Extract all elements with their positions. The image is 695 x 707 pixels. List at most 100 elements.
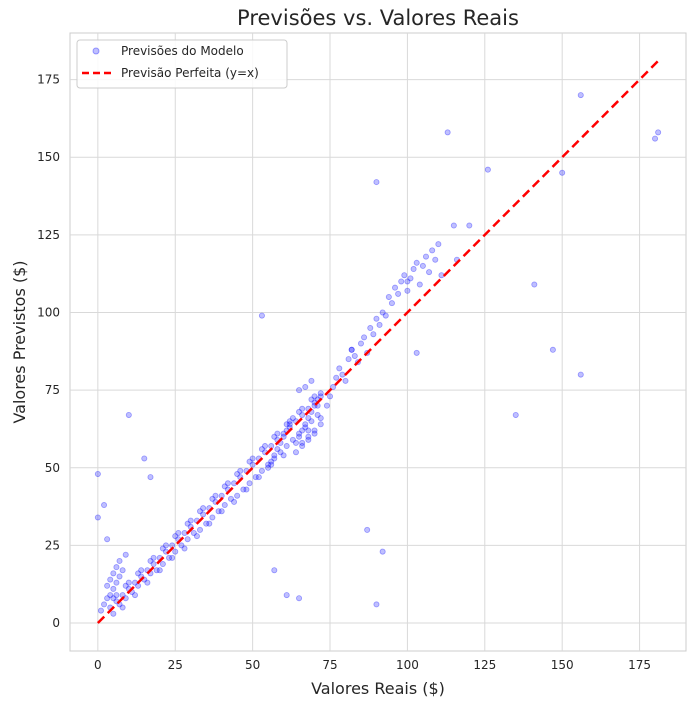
x-tick-label: 100	[396, 658, 419, 672]
scatter-point	[286, 418, 293, 425]
scatter-point	[150, 554, 157, 561]
tick-labels: 0 25 50 75 100 125 150 175 0 25 50 75 100 125 150 175	[37, 73, 651, 672]
scatter-point	[116, 573, 123, 580]
scatter-point	[113, 579, 120, 586]
scatter-point	[577, 371, 584, 378]
scatter-point	[125, 579, 132, 586]
scatter-point	[258, 312, 265, 319]
y-tick-label: 150	[37, 150, 60, 164]
scatter-point	[135, 570, 142, 577]
scatter-point	[234, 492, 241, 499]
scatter-point	[317, 415, 324, 422]
scatter-point	[215, 508, 222, 515]
scatter-point	[197, 526, 204, 533]
scatter-point	[231, 498, 238, 505]
scatter-point	[132, 592, 139, 599]
scatter-point	[246, 480, 253, 487]
legend-label-perfect-line: Previsão Perfeita (y=x)	[121, 66, 259, 80]
scatter-point	[268, 461, 275, 468]
scatter-point	[159, 545, 166, 552]
scatter-point	[283, 443, 290, 450]
scatter-point	[302, 384, 309, 391]
scatter-point	[119, 604, 126, 611]
scatter-point	[450, 222, 457, 229]
scatter-point	[311, 393, 318, 400]
scatter-point	[265, 464, 272, 471]
y-tick-label: 125	[37, 228, 60, 242]
scatter-point	[317, 421, 324, 428]
scatter-point	[187, 517, 194, 524]
scatter-point	[209, 495, 216, 502]
scatter-point	[104, 595, 111, 602]
scatter-point	[435, 241, 442, 248]
scatter-point	[407, 275, 414, 282]
y-tick-label: 50	[45, 461, 60, 475]
scatter-point	[299, 405, 306, 412]
x-tick-label: 125	[473, 658, 496, 672]
scatter-point	[388, 300, 395, 307]
scatter-point	[122, 551, 129, 558]
scatter-point	[94, 470, 101, 477]
grid-lines	[70, 33, 686, 651]
scatter-point	[289, 415, 296, 422]
y-axis-label: Valores Previstos ($)	[10, 260, 29, 423]
scatter-point	[172, 533, 179, 540]
scatter-point	[94, 514, 101, 521]
scatter-point	[150, 561, 157, 568]
scatter-point	[305, 433, 312, 440]
scatter-point	[323, 402, 330, 409]
y-tick-label: 100	[37, 305, 60, 319]
scatter-point	[655, 129, 662, 136]
scatter-point	[317, 390, 324, 397]
x-axis-label: Valores Reais ($)	[311, 679, 445, 698]
scatter-point	[296, 430, 303, 437]
scatter-point	[413, 349, 420, 356]
x-tick-label: 75	[322, 658, 337, 672]
scatter-point	[271, 567, 278, 574]
scatter-point	[224, 480, 231, 487]
scatter-point	[299, 411, 306, 418]
scatter-point	[308, 418, 315, 425]
scatter-point	[422, 253, 429, 260]
scatter-point	[110, 585, 117, 592]
scatter-point	[277, 449, 284, 456]
scatter-point	[200, 505, 207, 512]
scatter-point	[283, 592, 290, 599]
scatter-point	[252, 474, 259, 481]
y-tick-label: 75	[45, 383, 60, 397]
scatter-point	[101, 502, 108, 509]
scatter-point	[382, 312, 389, 319]
scatter-point	[249, 455, 256, 462]
scatter-point	[274, 430, 281, 437]
scatter-point	[172, 548, 179, 555]
scatter-point	[116, 557, 123, 564]
scatter-point	[175, 529, 182, 536]
x-tick-label: 150	[551, 658, 574, 672]
scatter-point	[107, 592, 114, 599]
scatter-point	[110, 610, 117, 617]
scatter-point	[271, 433, 278, 440]
scatter-point	[351, 352, 358, 359]
scatter-point	[311, 427, 318, 434]
scatter-point	[577, 92, 584, 99]
x-tick-label: 50	[245, 658, 260, 672]
legend: Previsões do Modelo Previsão Perfeita (y…	[76, 39, 288, 89]
scatter-point	[357, 340, 364, 347]
scatter-point	[327, 393, 334, 400]
scatter-point	[258, 446, 265, 453]
scatter-point	[370, 331, 377, 338]
scatter-point	[404, 278, 411, 285]
legend-label-predictions: Previsões do Modelo	[121, 44, 244, 58]
scatter-point	[159, 561, 166, 568]
scatter-point	[271, 455, 278, 462]
scatter-point	[200, 511, 207, 518]
scatter-point	[299, 427, 306, 434]
scatter-point	[97, 607, 104, 614]
scatter-point	[314, 411, 321, 418]
scatter-point	[119, 567, 126, 574]
scatter-point	[292, 449, 299, 456]
scatter-point	[373, 315, 380, 322]
y-tick-label: 0	[52, 616, 60, 630]
scatter-point	[296, 433, 303, 440]
